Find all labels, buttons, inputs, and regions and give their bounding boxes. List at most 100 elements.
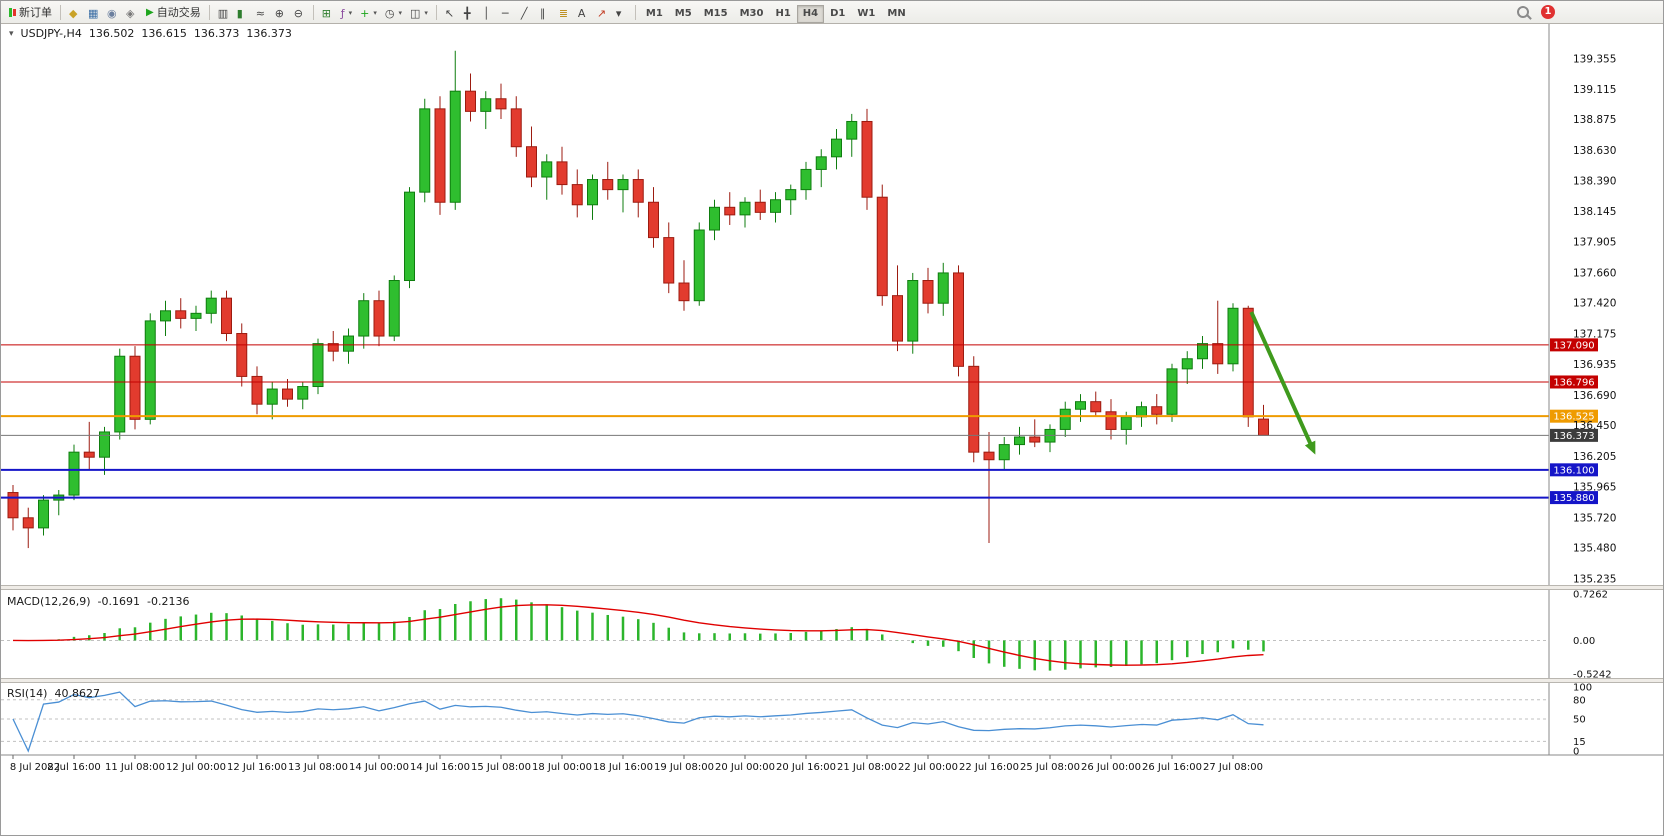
new-order-button[interactable]: 新订单 (5, 3, 56, 22)
charts-button[interactable]: ▦ (84, 4, 103, 23)
fibonacci-button[interactable]: ≣ (555, 4, 574, 23)
trend-arrow-head (1304, 440, 1316, 455)
svg-text:100: 100 (1573, 683, 1592, 694)
time-axis-label: 13 Jul 08:00 (288, 762, 348, 773)
candle (1090, 391, 1102, 417)
more-objects-icon: ▾ (615, 6, 622, 20)
candle (846, 113, 858, 157)
timeframe-button-M30[interactable]: M30 (734, 5, 770, 23)
crosshair-button[interactable]: ╋ (460, 4, 479, 23)
candlestick-type-button[interactable]: ▮ (233, 4, 252, 23)
timeframe-button-D1[interactable]: D1 (824, 5, 851, 23)
bar-chart-type-button[interactable]: ▥ (214, 4, 233, 23)
candle (1242, 305, 1254, 427)
candle (1258, 404, 1269, 436)
svg-text:0: 0 (1573, 747, 1579, 758)
svg-text:0.00: 0.00 (1573, 636, 1595, 647)
timeframe-button-M1[interactable]: M1 (640, 5, 669, 23)
market-watch-button[interactable]: ◉ (103, 4, 122, 23)
timeframe-button-H4[interactable]: H4 (796, 4, 825, 23)
cursor-button[interactable]: ↖ (441, 4, 460, 23)
expert-advisors-button[interactable]: ◆ (65, 4, 84, 23)
fibonacci-icon: ≣ (558, 6, 569, 20)
time-axis-label: 8 Jul 16:00 (47, 762, 101, 773)
candle (404, 187, 415, 289)
candle (419, 98, 431, 203)
horizontal-line-button[interactable]: ─ (498, 4, 517, 23)
dropdown-caret-icon: ▾ (398, 9, 402, 17)
timeframe-button-M5[interactable]: M5 (669, 5, 698, 23)
zoom-out-button[interactable]: ⊖ (290, 4, 309, 23)
vertical-line-button[interactable]: │ (479, 4, 498, 23)
line-chart-type-button[interactable]: ≈ (252, 4, 271, 23)
candle (907, 272, 919, 354)
svg-text:136.690: 136.690 (1573, 390, 1616, 402)
search-icon[interactable] (1517, 6, 1529, 18)
candle (510, 96, 522, 157)
equidistant-channel-button[interactable]: ∥ (536, 4, 555, 23)
trend-arrow[interactable] (1249, 311, 1314, 448)
price-line-label-support-2: 135.880 (1550, 491, 1598, 505)
candle (617, 174, 629, 213)
toolbar-group-windows: ⊞ ƒ ▾ + ▾ ◷ ▾ ◫ ▾ (318, 2, 432, 23)
timeframe-button-W1[interactable]: W1 (851, 5, 881, 23)
time-axis-label: 25 Jul 08:00 (1020, 762, 1080, 773)
svg-text:0.7262: 0.7262 (1573, 590, 1608, 601)
candle (221, 290, 232, 342)
toolbar-group-system: ◆ ▦ ◉ ◈ (65, 2, 141, 23)
candle (587, 174, 598, 220)
candle (465, 73, 476, 122)
navigator-button[interactable]: ◈ (122, 4, 141, 23)
price-chart-svg: 137.090 136.796 136.525 136.373 136.100 135.8… (1, 23, 1663, 773)
time-axis-label: 22 Jul 00:00 (898, 762, 958, 773)
arrow-objects-button[interactable]: ↗ (593, 4, 612, 23)
add-chart-icon: + (360, 6, 370, 20)
candle (922, 267, 934, 314)
candle (785, 184, 797, 215)
market-watch-icon: ◉ (107, 6, 117, 20)
candle (68, 444, 80, 501)
time-axis-label: 12 Jul 16:00 (227, 762, 287, 773)
timeframe-button-H1[interactable]: H1 (769, 5, 796, 23)
notification-badge[interactable]: 1 (1541, 5, 1555, 19)
expert-advisors-icon: ◆ (69, 6, 78, 20)
candle (480, 91, 492, 130)
svg-text:137.660: 137.660 (1573, 267, 1616, 279)
templates-button[interactable]: ◫ ▾ (406, 4, 432, 23)
candle (571, 169, 583, 218)
indicators-button[interactable]: ƒ ▾ (337, 4, 356, 23)
candle (343, 328, 354, 364)
time-axis-label: 11 Jul 08:00 (105, 762, 165, 773)
text-label-button[interactable]: A (574, 4, 593, 23)
add-chart-button[interactable]: + ▾ (356, 4, 381, 23)
svg-text:135.235: 135.235 (1573, 574, 1616, 586)
svg-text:-0.5242: -0.5242 (1573, 670, 1612, 681)
svg-text:138.875: 138.875 (1573, 114, 1616, 126)
zoom-in-button[interactable]: ⊕ (271, 4, 290, 23)
time-axis-label: 26 Jul 00:00 (1081, 762, 1141, 773)
periods-button[interactable]: ◷ ▾ (381, 4, 406, 23)
timeframe-button-M15[interactable]: M15 (698, 5, 734, 23)
timeframe-button-MN[interactable]: MN (881, 5, 911, 23)
more-objects-button[interactable]: ▾ (612, 4, 631, 23)
price-line-label-resistance-1: 137.090 (1550, 338, 1598, 352)
svg-text:136.205: 136.205 (1573, 451, 1616, 463)
cursor-icon: ↖ (444, 6, 455, 20)
candle (53, 490, 65, 516)
candle (754, 189, 766, 220)
candle (388, 275, 400, 342)
chart-area[interactable]: 137.090 136.796 136.525 136.373 136.100 135.8… (1, 23, 1663, 835)
trendline-icon: ╱ (520, 6, 528, 20)
candles (7, 50, 1269, 549)
svg-text:50: 50 (1573, 715, 1586, 726)
tile-windows-button[interactable]: ⊞ (318, 4, 337, 23)
arrow-objects-icon: ↗ (596, 6, 607, 20)
autotrading-button[interactable]: ▶ 自动交易 (142, 3, 205, 22)
candle (876, 184, 888, 306)
time-axis-label: 12 Jul 00:00 (166, 762, 226, 773)
candle (373, 290, 385, 347)
candle (556, 146, 568, 195)
trendline-button[interactable]: ╱ (517, 4, 536, 23)
candle (815, 149, 827, 188)
